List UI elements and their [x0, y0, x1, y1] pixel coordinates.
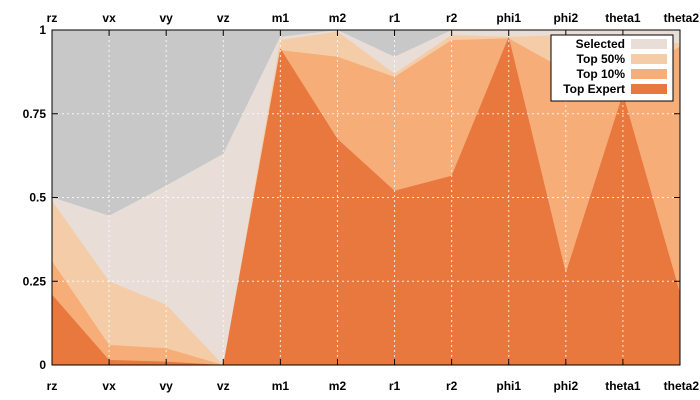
x-tick-label-top: r1 [389, 11, 401, 25]
x-tick-label-bottom: vz [217, 379, 230, 393]
legend-label-top-10: Top 10% [577, 67, 626, 81]
x-tick-label-bottom: phi2 [553, 379, 578, 393]
x-tick-label-top: m1 [272, 11, 290, 25]
legend-swatch-top-expert [631, 84, 667, 94]
y-tick-label: 0.5 [29, 191, 46, 205]
legend-label-top-50: Top 50% [577, 52, 626, 66]
x-tick-label-top: theta1 [605, 11, 641, 25]
x-tick-label-top: m2 [329, 11, 347, 25]
x-tick-label-top: rz [47, 11, 58, 25]
x-tick-label-top: theta2 [664, 11, 700, 25]
legend-label-top-expert: Top Expert [563, 82, 625, 96]
area-top-expert [52, 36, 680, 365]
background-region [52, 30, 680, 216]
x-tick-label-bottom: m2 [329, 379, 347, 393]
y-tick-label: 1 [39, 23, 46, 37]
axes: 00.250.50.751rzrzvxvxvyvyvzvzm1m1m2m2r1r… [23, 11, 700, 393]
x-tick-label-bottom: vx [102, 379, 116, 393]
legend-swatch-top-10 [631, 69, 667, 79]
y-tick-label: 0.75 [23, 107, 47, 121]
x-tick-label-bottom: r2 [446, 379, 458, 393]
x-tick-label-top: vy [160, 11, 174, 25]
x-tick-label-top: phi2 [553, 11, 578, 25]
x-tick-label-top: vz [217, 11, 230, 25]
x-tick-label-bottom: vy [160, 379, 174, 393]
x-tick-label-bottom: theta1 [605, 379, 641, 393]
y-tick-label: 0.25 [23, 274, 47, 288]
x-tick-label-bottom: theta2 [664, 379, 700, 393]
x-tick-label-bottom: rz [47, 379, 58, 393]
x-tick-label-bottom: m1 [272, 379, 290, 393]
x-tick-label-top: r2 [446, 11, 458, 25]
y-tick-label: 0 [39, 358, 46, 372]
x-tick-label-top: vx [102, 11, 116, 25]
legend-swatch-top-50 [631, 54, 667, 64]
legend-swatch-selected [631, 39, 667, 49]
x-tick-label-bottom: phi1 [496, 379, 521, 393]
legend-label-selected: Selected [576, 37, 625, 51]
x-tick-label-bottom: r1 [389, 379, 401, 393]
x-tick-label-top: phi1 [496, 11, 521, 25]
